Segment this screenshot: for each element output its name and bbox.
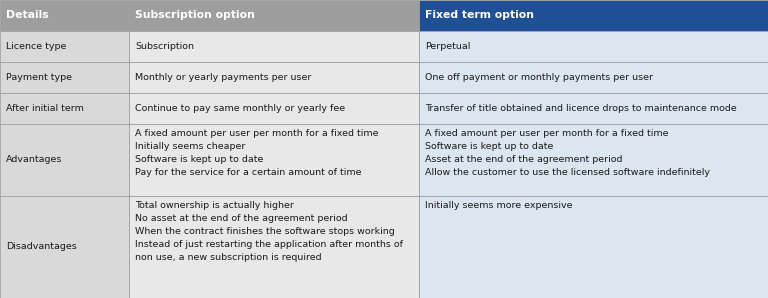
Text: One off payment or monthly payments per user: One off payment or monthly payments per … [425, 73, 653, 82]
Text: Subscription option: Subscription option [135, 10, 255, 21]
Bar [0, 62, 129, 93]
Text: Transfer of title obtained and licence drops to maintenance mode: Transfer of title obtained and licence d… [425, 104, 737, 113]
Text: A fixed amount per user per month for a fixed time
Initially seems cheaper
Softw: A fixed amount per user per month for a … [135, 129, 379, 177]
Bar [129, 124, 419, 196]
Text: Details: Details [6, 10, 49, 21]
Text: Perpetual: Perpetual [425, 42, 470, 51]
Bar [419, 93, 768, 124]
Text: A fixed amount per user per month for a fixed time
Software is kept up to date
A: A fixed amount per user per month for a … [425, 129, 710, 177]
Bar [129, 62, 419, 93]
Text: Payment type: Payment type [6, 73, 72, 82]
Bar [0, 93, 129, 124]
Bar [129, 93, 419, 124]
Text: Disadvantages: Disadvantages [6, 243, 77, 252]
Bar [419, 196, 768, 298]
Bar [0, 196, 129, 298]
Bar [129, 196, 419, 298]
Bar [419, 0, 768, 31]
Text: After initial term: After initial term [6, 104, 84, 113]
Bar [0, 0, 129, 31]
Bar [419, 31, 768, 62]
Bar [0, 31, 129, 62]
Text: Monthly or yearly payments per user: Monthly or yearly payments per user [135, 73, 312, 82]
Text: Initially seems more expensive: Initially seems more expensive [425, 201, 572, 210]
Text: Continue to pay same monthly or yearly fee: Continue to pay same monthly or yearly f… [135, 104, 346, 113]
Text: Advantages: Advantages [6, 156, 62, 164]
Text: Fixed term option: Fixed term option [425, 10, 534, 21]
Text: Licence type: Licence type [6, 42, 67, 51]
Text: Total ownership is actually higher
No asset at the end of the agreement period
W: Total ownership is actually higher No as… [135, 201, 403, 262]
Bar [419, 62, 768, 93]
Text: Subscription: Subscription [135, 42, 194, 51]
Bar [129, 31, 419, 62]
Bar [0, 124, 129, 196]
Bar [419, 124, 768, 196]
Bar [129, 0, 419, 31]
